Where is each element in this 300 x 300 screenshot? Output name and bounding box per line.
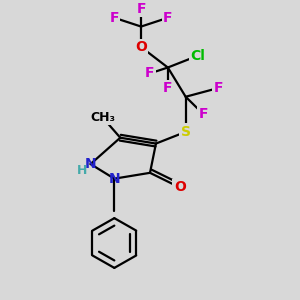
Text: O: O: [135, 40, 147, 54]
Text: F: F: [163, 81, 172, 95]
Text: O: O: [174, 180, 186, 194]
Text: N: N: [109, 172, 120, 186]
Text: F: F: [214, 81, 223, 95]
Text: F: F: [163, 11, 172, 25]
Text: F: F: [145, 66, 155, 80]
Text: S: S: [181, 125, 191, 139]
Text: F: F: [136, 2, 146, 16]
Text: F: F: [199, 107, 208, 121]
Text: Cl: Cl: [190, 49, 205, 63]
Text: CH₃: CH₃: [90, 111, 115, 124]
Text: F: F: [110, 11, 119, 25]
Text: H: H: [77, 164, 87, 177]
Text: N: N: [85, 157, 96, 171]
